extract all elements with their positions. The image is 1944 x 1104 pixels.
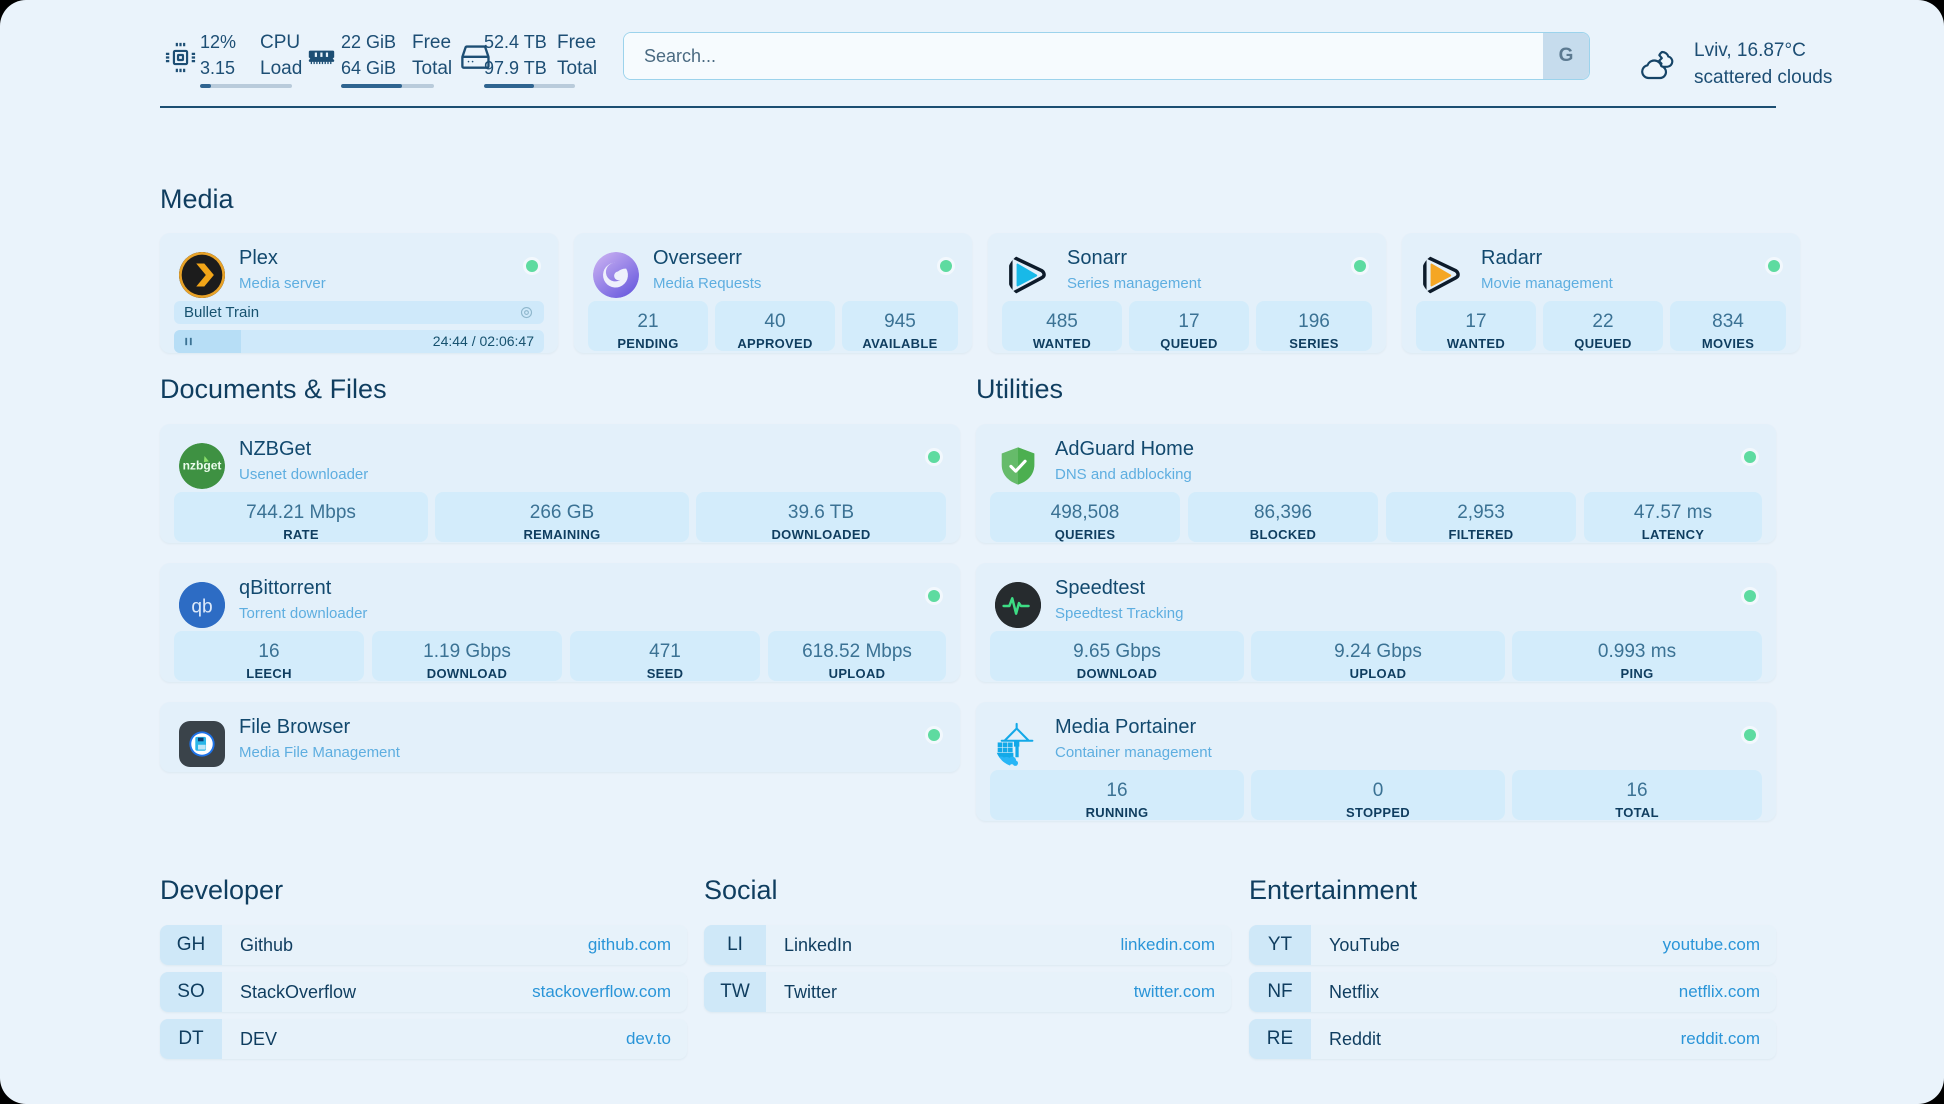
svg-text:nzbget: nzbget bbox=[183, 458, 222, 472]
svg-text:qb: qb bbox=[191, 597, 212, 618]
